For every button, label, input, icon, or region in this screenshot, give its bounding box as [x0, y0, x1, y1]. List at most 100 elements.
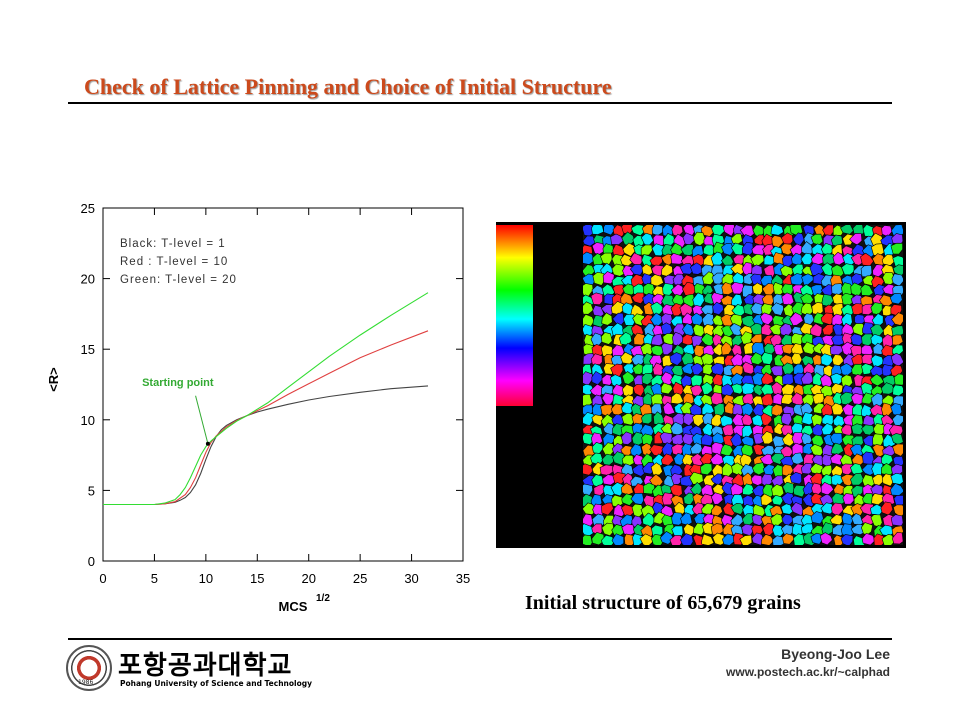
grain — [690, 442, 703, 455]
grain-size-chart: 0 5 10 15 20 25 30 35 0 5 10 15 20 25 MCS 1/2 <R> Black: … — [46, 201, 470, 614]
grain — [832, 251, 846, 266]
grain — [740, 443, 754, 457]
grain — [872, 342, 885, 355]
grain — [861, 353, 873, 365]
grain — [690, 262, 703, 275]
grain — [673, 452, 686, 466]
grain — [601, 374, 613, 386]
grain — [850, 333, 865, 346]
grain — [661, 342, 674, 356]
grain — [601, 312, 613, 326]
grain — [650, 301, 665, 315]
grain — [590, 292, 603, 306]
grain — [600, 304, 615, 316]
grain — [640, 244, 653, 256]
grain — [621, 493, 634, 506]
y-tick-label-5: 25 — [81, 201, 95, 216]
grain — [819, 532, 833, 545]
grain — [723, 303, 736, 316]
grain — [842, 493, 855, 505]
grain — [602, 271, 615, 285]
grain — [860, 265, 873, 278]
annotation-label: Starting point — [142, 377, 214, 389]
y-tick-label-3: 15 — [81, 342, 95, 357]
grain — [751, 342, 765, 356]
grain — [780, 393, 795, 405]
grain — [722, 225, 736, 237]
y-tick-label-0: 0 — [88, 554, 95, 569]
grain — [840, 534, 854, 545]
grain — [583, 301, 594, 315]
y-axis-label: <R> — [46, 367, 61, 392]
grain — [752, 443, 766, 456]
author-url[interactable]: www.postech.ac.kr/~calphad — [726, 665, 890, 679]
grain — [591, 225, 605, 235]
grain — [802, 341, 817, 355]
grain — [680, 243, 695, 256]
grain — [583, 534, 593, 545]
grain — [731, 473, 747, 487]
grain — [830, 453, 843, 466]
grain — [742, 483, 756, 496]
grain — [611, 533, 625, 545]
x-tick-label-2: 10 — [199, 571, 213, 586]
grain — [801, 412, 815, 426]
series-line-2 — [103, 292, 429, 506]
grain — [669, 535, 684, 545]
grain — [631, 292, 645, 305]
grain — [652, 362, 665, 376]
seal-year: 1986 — [78, 679, 94, 686]
grain — [611, 263, 626, 277]
grain — [701, 522, 715, 535]
grain — [670, 252, 684, 265]
x-tick-label-4: 20 — [301, 571, 315, 586]
grain — [700, 433, 714, 447]
grain-structure-image — [583, 225, 903, 545]
university-logo[interactable]: 1986 포항공과대학교 Pohang University of Scienc… — [66, 645, 316, 695]
grain — [861, 463, 876, 476]
grain — [622, 242, 637, 257]
author-name: Byeong-Joo Lee — [781, 646, 890, 662]
grain — [760, 533, 775, 545]
grain — [671, 512, 685, 526]
x-tick-label-1: 5 — [151, 571, 158, 586]
grain — [651, 533, 664, 545]
grain — [841, 263, 855, 276]
y-tick-label-2: 10 — [81, 413, 95, 428]
grain — [782, 533, 795, 545]
y-tick-label-4: 20 — [81, 272, 95, 287]
grain — [770, 302, 785, 316]
grain — [622, 283, 636, 296]
micrograph-caption: Initial structure of 65,679 grains — [525, 592, 801, 614]
grain — [590, 353, 603, 365]
x-tick-label-7: 35 — [456, 571, 470, 586]
grain — [621, 371, 636, 385]
grain — [633, 332, 647, 346]
x-tick-label-3: 15 — [250, 571, 264, 586]
grain — [591, 414, 604, 426]
grain — [891, 531, 903, 545]
grain — [792, 372, 806, 386]
starting-point-marker — [205, 441, 210, 446]
grain — [751, 532, 765, 545]
grain — [859, 503, 874, 516]
grain — [731, 383, 744, 395]
grain — [850, 472, 865, 486]
grain — [730, 281, 745, 295]
x-tick-label-0: 0 — [99, 571, 106, 586]
grain — [701, 533, 715, 545]
grain — [721, 242, 735, 256]
footer-divider — [68, 638, 892, 640]
grain — [789, 471, 803, 485]
grain — [820, 502, 835, 515]
grain — [780, 243, 794, 256]
grain — [750, 352, 765, 366]
grain — [892, 413, 903, 426]
grain — [891, 325, 903, 337]
grain — [850, 423, 865, 435]
grain — [772, 392, 785, 406]
grain — [620, 431, 633, 445]
grain — [713, 403, 725, 416]
grain — [860, 283, 874, 297]
grain — [861, 392, 874, 405]
